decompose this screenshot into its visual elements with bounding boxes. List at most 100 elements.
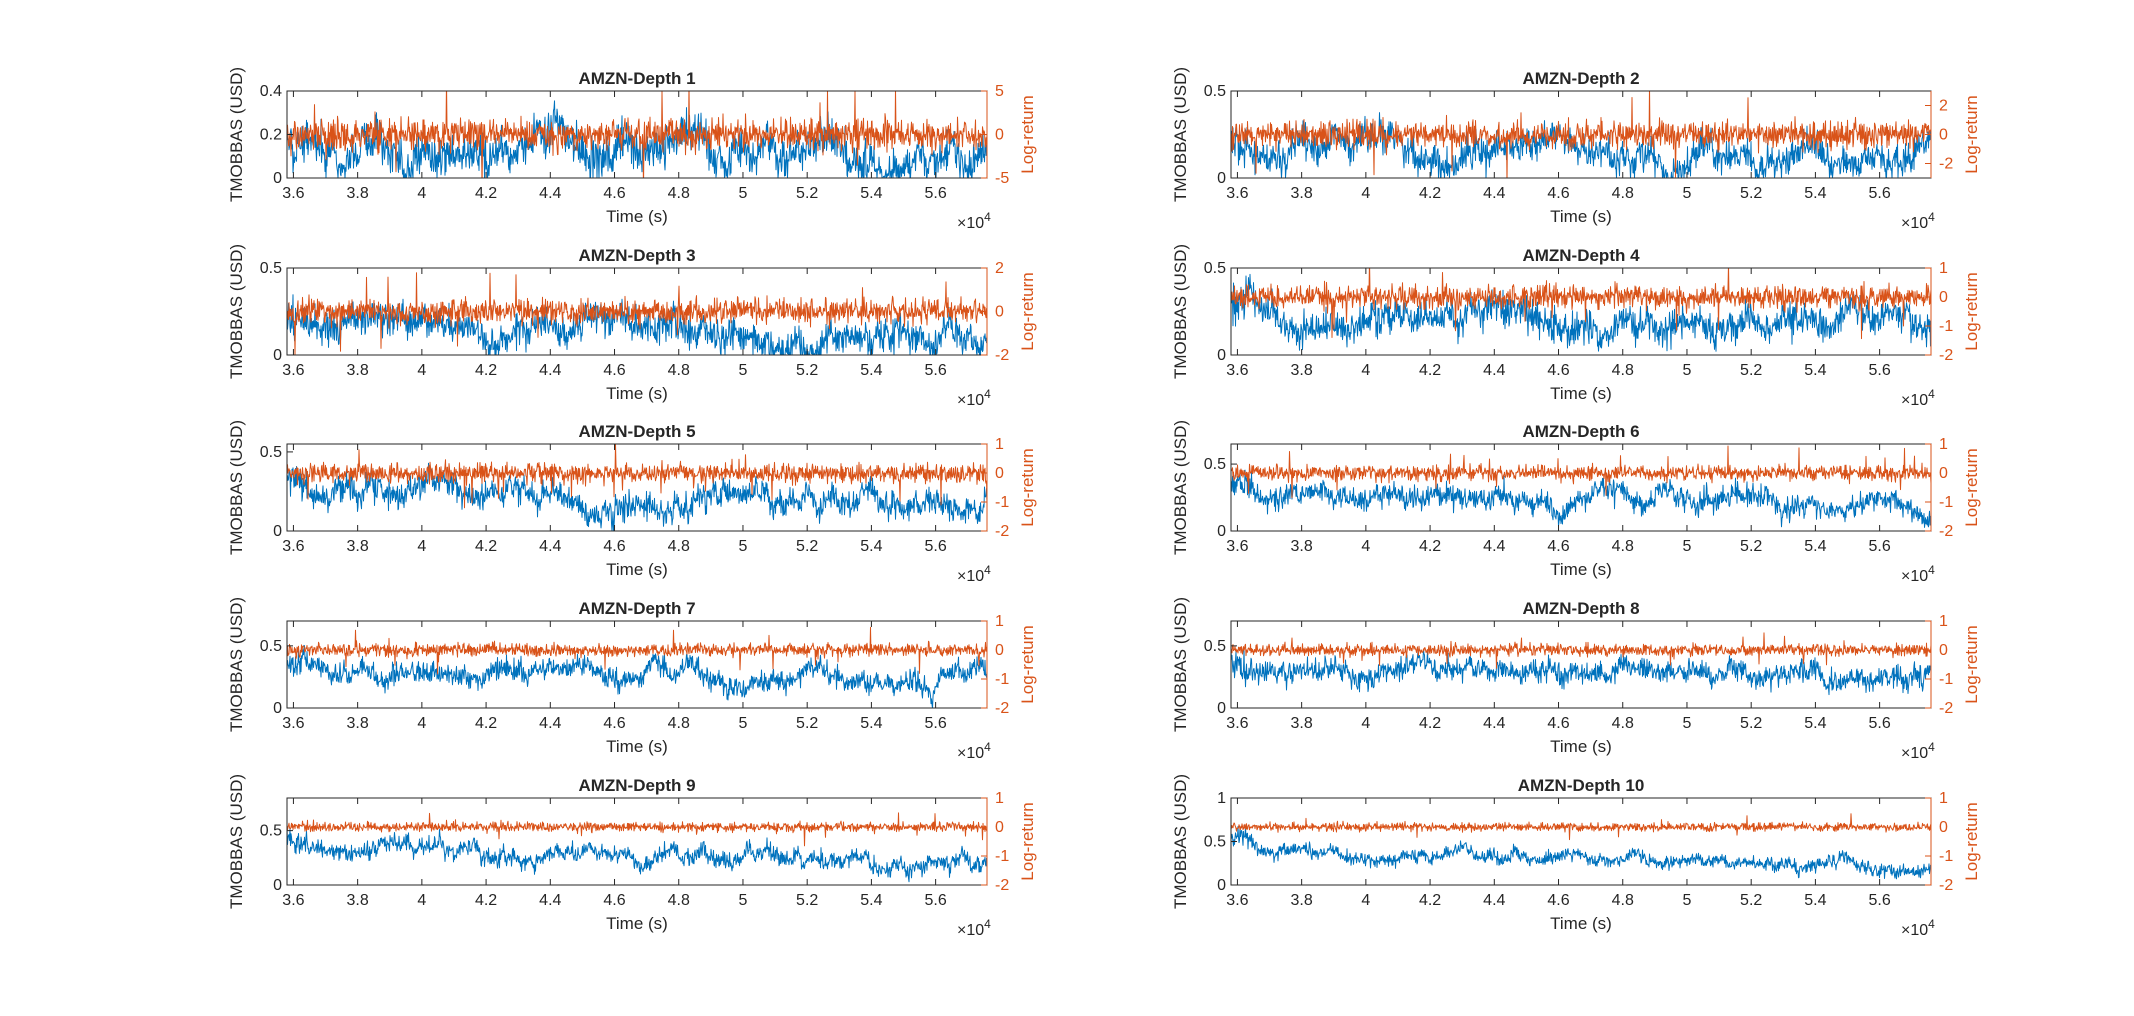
x-tick-label: 3.6 (282, 185, 304, 202)
y-right-tick-label: -2 (1939, 877, 1953, 894)
subplot-title: AMZN-Depth 5 (578, 422, 695, 441)
series-log-return (1231, 813, 1931, 841)
x-tick-label: 4.8 (668, 892, 690, 909)
x-tick-label: 3.6 (1226, 715, 1248, 732)
subplot-7: 3.6 3.8 4 4.2 4.4 4.6 4.8 5 5.2 5.4 5.6 0 0.5 -2 -1 0 1 A… (227, 597, 1037, 762)
x-tick-label: 4.6 (603, 892, 625, 909)
x-tick-label: 3.8 (1291, 715, 1313, 732)
y-left-tick-label: 0.5 (260, 823, 282, 840)
x-tick-label: 4.6 (603, 538, 625, 555)
x-tick-label: 5.4 (1804, 362, 1826, 379)
y-right-tick-label: -2 (1939, 347, 1953, 364)
x-tick-label: 3.8 (347, 185, 369, 202)
x-tick-label: 4.2 (475, 185, 497, 202)
x-tick-label: 4 (1361, 538, 1370, 555)
x-tick-label: 4.4 (539, 538, 561, 555)
y-left-tick-label: 0 (1217, 877, 1226, 894)
x-tick-label: 5.6 (924, 538, 946, 555)
x-tick-label: 5.4 (1804, 185, 1826, 202)
y-right-axis-label: Log-return (1018, 272, 1037, 350)
y-right-tick-label: 0 (995, 642, 1004, 659)
series-tmobbas (1231, 469, 1931, 528)
y-right-tick-label: -1 (995, 671, 1009, 688)
x-exponent: ×104 (1901, 563, 1935, 585)
y-right-axis-label: Log-return (1962, 625, 1981, 703)
x-tick-label: 5.6 (924, 715, 946, 732)
y-right-tick-label: 0 (1939, 465, 1948, 482)
x-tick-label: 5.2 (796, 185, 818, 202)
x-tick-label: 3.6 (282, 892, 304, 909)
x-tick-label: 4.6 (603, 715, 625, 732)
plot-area (287, 444, 987, 531)
subplot-title: AMZN-Depth 6 (1522, 422, 1639, 441)
y-left-tick-label: 1 (1217, 790, 1226, 807)
x-tick-label: 4 (1361, 892, 1370, 909)
x-tick-label: 3.6 (1226, 185, 1248, 202)
x-tick-label: 5.2 (796, 892, 818, 909)
plot-area (1231, 444, 1931, 531)
y-left-tick-label: 0.5 (1204, 83, 1226, 100)
y-right-axis-label: Log-return (1018, 95, 1037, 173)
subplot-title: AMZN-Depth 4 (1522, 246, 1640, 265)
x-tick-label: 3.6 (1226, 892, 1248, 909)
x-axis-label: Time (s) (1550, 560, 1612, 579)
y-left-tick-label: 0.4 (260, 83, 282, 100)
y-right-tick-label: 2 (995, 260, 1004, 277)
x-tick-label: 5.4 (860, 892, 882, 909)
x-tick-label: 4 (417, 715, 426, 732)
x-tick-label: 5.2 (796, 538, 818, 555)
y-right-tick-label: -1 (1939, 318, 1953, 335)
x-tick-label: 5 (739, 538, 748, 555)
y-left-axis-label: TMOBBAS (USD) (1171, 597, 1190, 732)
series-log-return (287, 812, 987, 847)
x-tick-label: 4.8 (1612, 715, 1634, 732)
y-right-tick-label: -2 (995, 523, 1009, 540)
y-left-tick-label: 0 (273, 877, 282, 894)
x-tick-label: 4.8 (668, 362, 690, 379)
x-tick-label: 4.8 (668, 538, 690, 555)
y-left-tick-label: 0.5 (1204, 260, 1226, 277)
x-axis-label: Time (s) (1550, 914, 1612, 933)
subplot-title: AMZN-Depth 3 (578, 246, 695, 265)
y-right-tick-label: -2 (995, 700, 1009, 717)
x-tick-label: 4 (417, 185, 426, 202)
y-right-tick-label: -1 (995, 494, 1009, 511)
y-left-tick-label: 0 (1217, 700, 1226, 717)
x-tick-label: 5.6 (1868, 538, 1890, 555)
x-tick-label: 3.8 (1291, 538, 1313, 555)
y-right-tick-label: -2 (1939, 523, 1953, 540)
series-tmobbas (1231, 825, 1931, 880)
series-log-return (287, 272, 987, 355)
series-tmobbas (287, 825, 987, 883)
x-tick-label: 5.6 (1868, 715, 1890, 732)
y-left-tick-label: 0.5 (260, 260, 282, 277)
y-right-tick-label: 0 (995, 819, 1004, 836)
x-tick-label: 4.4 (539, 362, 561, 379)
x-tick-label: 5.4 (1804, 715, 1826, 732)
x-tick-label: 5.2 (1740, 185, 1762, 202)
x-tick-label: 4.6 (1547, 892, 1569, 909)
y-right-axis-label: Log-return (1962, 802, 1981, 880)
subplot-9: 3.6 3.8 4 4.2 4.4 4.6 4.8 5 5.2 5.4 5.6 0 0.5 -2 -1 0 1 A… (227, 774, 1037, 939)
x-axis-label: Time (s) (1550, 207, 1612, 226)
x-tick-label: 5.2 (1740, 715, 1762, 732)
subplot-5: 3.6 3.8 4 4.2 4.4 4.6 4.8 5 5.2 5.4 5.6 0 0.5 -2 -1 0 1 A… (227, 420, 1037, 585)
x-tick-label: 5.4 (860, 538, 882, 555)
x-tick-label: 4.6 (1547, 538, 1569, 555)
subplot-3: 3.6 3.8 4 4.2 4.4 4.6 4.8 5 5.2 5.4 5.6 0 0.5 -2 0 2 AMZ… (227, 244, 1037, 409)
y-left-tick-label: 0 (1217, 523, 1226, 540)
x-axis-label: Time (s) (606, 737, 668, 756)
x-tick-label: 4.4 (1483, 185, 1505, 202)
y-right-tick-label: -2 (995, 877, 1009, 894)
x-tick-label: 3.8 (347, 892, 369, 909)
x-tick-label: 5.6 (924, 892, 946, 909)
y-left-axis-label: TMOBBAS (USD) (1171, 774, 1190, 909)
plot-area (1231, 798, 1931, 885)
x-tick-label: 3.8 (1291, 185, 1313, 202)
x-axis-label: Time (s) (606, 560, 668, 579)
x-tick-label: 4.4 (1483, 538, 1505, 555)
x-tick-label: 4.4 (539, 715, 561, 732)
y-left-axis-label: TMOBBAS (USD) (227, 597, 246, 732)
x-tick-label: 4.8 (668, 185, 690, 202)
x-tick-label: 5 (739, 892, 748, 909)
